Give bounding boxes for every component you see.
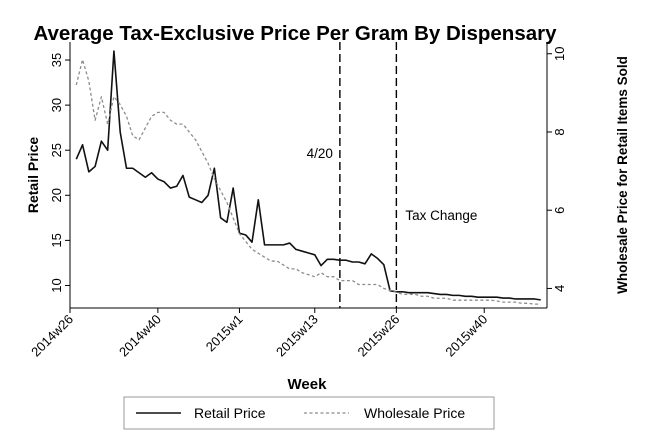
x-tick-label: 2015w40 xyxy=(442,312,490,360)
legend-label: Wholesale Price xyxy=(364,405,465,421)
x-tick-label: 2015w13 xyxy=(273,312,321,360)
chart-title: Average Tax-Exclusive Price Per Gram By … xyxy=(33,22,557,45)
legend-label: Retail Price xyxy=(194,405,266,421)
y2-axis-title: Wholesale Price for Retail Items Sold xyxy=(615,56,630,294)
y-tick-label: 30 xyxy=(49,98,64,112)
y2-tick-label: 4 xyxy=(552,285,567,292)
reference-line-label: 4/20 xyxy=(307,146,333,161)
y-tick-label: 35 xyxy=(49,53,64,67)
series-line-retail-price xyxy=(75,50,541,301)
y-tick-label: 15 xyxy=(49,233,64,247)
series-line-wholesale-price xyxy=(75,58,541,305)
legend: Retail Price Wholesale Price xyxy=(123,396,495,430)
x-axis-title: Week xyxy=(288,376,328,393)
y2-tick-label: 8 xyxy=(552,128,567,135)
x-tick-label: 2015w1 xyxy=(203,312,246,355)
y-tick-label: 10 xyxy=(49,278,64,292)
x-tick-label: 2015w26 xyxy=(355,312,403,360)
y-axis-title: Retail Price xyxy=(25,137,41,213)
plot-area: 4/20 Tax Change xyxy=(75,42,541,308)
x-tick-label: 2014w26 xyxy=(28,312,76,360)
reference-line-label: Tax Change xyxy=(405,208,477,223)
axes: 10 15 20 25 30 35 4 6 8 10 2014w26 2014w40 2015w1 201… xyxy=(28,42,567,359)
x-tick-label: 2014w40 xyxy=(116,312,164,360)
legend-box xyxy=(123,396,495,430)
y2-tick-label: 10 xyxy=(552,47,567,61)
y-tick-label: 25 xyxy=(49,143,64,157)
y2-tick-label: 6 xyxy=(552,207,567,214)
y-tick-label: 20 xyxy=(49,188,64,202)
